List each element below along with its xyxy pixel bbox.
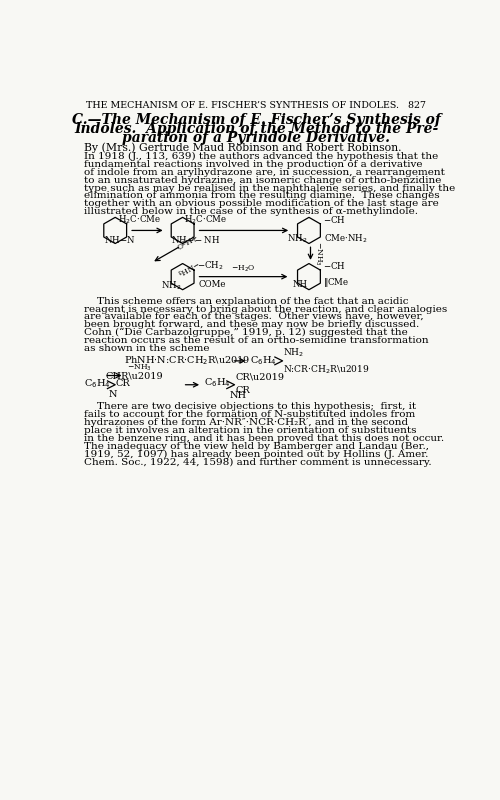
Text: $-$NH$_3$: $-$NH$_3$ (313, 241, 324, 266)
Text: NH$_2$: NH$_2$ (287, 233, 308, 246)
Text: The inadequacy of the view held by Bamberger and Landau (Ber.,: The inadequacy of the view held by Bambe… (84, 442, 429, 451)
Text: CR\u2019: CR\u2019 (236, 373, 284, 382)
Text: C.—The Mechanism of E. Fischer’s Synthesis of: C.—The Mechanism of E. Fischer’s Synthes… (72, 113, 440, 127)
Text: 1919, 52, 1097) has already been pointed out by Hollins (J. Amer.: 1919, 52, 1097) has already been pointed… (84, 450, 428, 458)
Text: CHR\u2019: CHR\u2019 (106, 371, 164, 380)
Text: $-$CH: $-$CH (323, 214, 346, 225)
Text: $-$H$_2$O: $-$H$_2$O (231, 264, 256, 274)
Text: elimination of ammonia from the resulting diamine.  These changes: elimination of ammonia from the resultin… (84, 191, 440, 201)
Text: CR: CR (236, 386, 250, 395)
Text: NH$_2$: NH$_2$ (160, 280, 181, 292)
Text: PhNH$\cdot$N:CR$\cdot$CH$_2$R\u2019: PhNH$\cdot$N:CR$\cdot$CH$_2$R\u2019 (124, 354, 251, 367)
Text: to an unsaturated hydrazine, an isomeric change of ortho-benzidine: to an unsaturated hydrazine, an isomeric… (84, 176, 442, 185)
Text: $-$NH$_3$: $-$NH$_3$ (127, 362, 152, 374)
Text: THE MECHANISM OF E. FISCHER’S SYNTHESIS OF INDOLES.   827: THE MECHANISM OF E. FISCHER’S SYNTHESIS … (86, 102, 426, 110)
Text: H$_2$C$\cdot$CMe: H$_2$C$\cdot$CMe (118, 214, 160, 226)
Text: $-$CH$_2$: $-$CH$_2$ (196, 259, 224, 272)
Text: illustrated below in the case of the synthesis of α-methylindole.: illustrated below in the case of the syn… (84, 207, 418, 216)
Text: NH$_2$: NH$_2$ (284, 346, 304, 358)
Text: By (Mrs.) Gertrude Maud Robinson and Robert Robinson.: By (Mrs.) Gertrude Maud Robinson and Rob… (84, 142, 402, 153)
Text: In 1918 (J., 113, 639) the authors advanced the hypothesis that the: In 1918 (J., 113, 639) the authors advan… (84, 152, 438, 162)
Text: COMe: COMe (198, 280, 226, 289)
Text: N: N (109, 390, 118, 399)
Text: are available for each of the stages.  Other views have, however,: are available for each of the stages. Ot… (84, 312, 424, 322)
Text: paration of a Pyrindole Derivative.: paration of a Pyrindole Derivative. (122, 131, 390, 146)
Text: fails to account for the formation of N-substituted indoles from: fails to account for the formation of N-… (84, 410, 415, 419)
Text: Chem. Soc., 1922, 44, 1598) and further comment is unnecessary.: Chem. Soc., 1922, 44, 1598) and further … (84, 458, 432, 466)
Text: There are two decisive objections to this hypothesis;  first, it: There are two decisive objections to thi… (84, 402, 416, 411)
Text: together with an obvious possible modification of the last stage are: together with an obvious possible modifi… (84, 199, 439, 208)
Text: place it involves an alteration in the orientation of substituents: place it involves an alteration in the o… (84, 426, 416, 435)
Text: C$_6$H$_4$: C$_6$H$_4$ (250, 354, 277, 367)
Text: NH$--$NH: NH$--$NH (171, 234, 220, 246)
Text: Indoles.  Application of the Method to the Pre-: Indoles. Application of the Method to th… (74, 122, 438, 136)
Text: been brought forward, and these may now be briefly discussed.: been brought forward, and these may now … (84, 320, 419, 330)
Text: in the benzene ring, and it has been proved that this does not occur.: in the benzene ring, and it has been pro… (84, 434, 444, 443)
Text: of indole from an arylhydrazone are, in succession, a rearrangement: of indole from an arylhydrazone are, in … (84, 168, 445, 177)
Text: C$_6$H$_4$: C$_6$H$_4$ (204, 376, 231, 389)
Text: type such as may be realised in the naphthalene series, and finally the: type such as may be realised in the naph… (84, 184, 456, 193)
Text: $+$H$_2$O: $+$H$_2$O (172, 229, 200, 251)
Text: as shown in the scheme: as shown in the scheme (84, 344, 210, 353)
Text: CMe$\cdot$NH$_2$: CMe$\cdot$NH$_2$ (324, 233, 368, 246)
Text: $\|$CMe: $\|$CMe (323, 276, 349, 289)
Text: CR: CR (116, 378, 130, 388)
Text: $-$CH: $-$CH (323, 260, 346, 271)
Text: Cohn (“Die Carbazolgruppe,” 1919, p. 12) suggested that the: Cohn (“Die Carbazolgruppe,” 1919, p. 12)… (84, 328, 408, 338)
Text: NH: NH (229, 391, 246, 400)
Text: N:CR$\cdot$CH$_2$R\u2019: N:CR$\cdot$CH$_2$R\u2019 (284, 363, 370, 376)
Text: $-$NH$_3$: $-$NH$_3$ (174, 256, 201, 278)
Text: NH$-$N: NH$-$N (104, 234, 135, 246)
Text: This scheme offers an explanation of the fact that an acidic: This scheme offers an explanation of the… (84, 297, 408, 306)
Text: NH: NH (292, 281, 308, 290)
Text: reagent is necessary to bring about the reaction, and clear analogies: reagent is necessary to bring about the … (84, 305, 448, 314)
Text: reaction occurs as the result of an ortho-semidine transformation: reaction occurs as the result of an orth… (84, 336, 429, 345)
Text: C$_6$H$_4$: C$_6$H$_4$ (84, 377, 111, 390)
Text: hydrazones of the form Ar·NR″·ṄCR·CH₂R′, and in the second: hydrazones of the form Ar·NR″·ṄCR·CH₂R′… (84, 418, 408, 427)
Text: fundamental reactions involved in the production of a derivative: fundamental reactions involved in the pr… (84, 160, 422, 169)
Text: H$_2$C$\cdot$CMe: H$_2$C$\cdot$CMe (184, 214, 228, 226)
